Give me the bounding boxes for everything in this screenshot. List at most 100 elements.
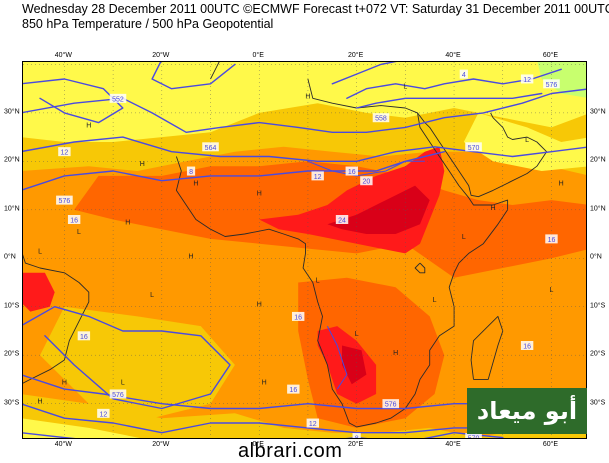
contour-label: 20 (362, 179, 370, 186)
contour-label-bg (545, 234, 558, 244)
contour-line (23, 151, 445, 191)
coastlines (23, 62, 548, 428)
contour-line (23, 136, 586, 162)
isotherm-line (307, 160, 425, 177)
pressure-mark: L (462, 234, 466, 241)
pressure-mark: H (193, 181, 198, 188)
lat-tick-left: 0°N (4, 253, 16, 261)
temperature-field (23, 62, 586, 438)
contour-label-bg (352, 433, 361, 438)
pressure-mark: L (525, 137, 529, 144)
contour-label: 12 (523, 77, 531, 84)
contour-line (23, 78, 124, 124)
lon-tick-top: 40°W (54, 52, 72, 59)
pressure-mark: H (393, 350, 398, 357)
lake-victoria (414, 262, 426, 274)
contour-label: 576 (546, 82, 558, 89)
contour-label: 576 (385, 402, 397, 409)
lat-tick-left: 10°S (4, 302, 20, 310)
contour-label-bg (335, 215, 349, 224)
watermark-badge: أبو ميعاد (467, 388, 587, 434)
contour-label: 16 (70, 218, 78, 225)
pressure-mark: H (86, 122, 91, 129)
lon-tick-bottom: 20°W (152, 441, 170, 448)
contour-label-bg (306, 418, 320, 428)
contour-label-bg (287, 384, 300, 394)
contour-label-bg (520, 74, 534, 84)
lat-tick-right: 0°N (590, 253, 602, 261)
contour-label-bg (97, 408, 110, 418)
contour-label: 16 (80, 334, 88, 341)
contour-label: 12 (314, 174, 322, 181)
contour-label-bg (56, 195, 73, 205)
field-core-central (327, 185, 430, 234)
pressure-mark: H (305, 93, 310, 100)
pressure-mark: H (189, 253, 194, 260)
pressure-mark: H (62, 379, 67, 386)
lat-tick-left: 10°N (4, 205, 20, 213)
lat-tick-left: 30°N (4, 108, 20, 116)
contour-line (345, 432, 504, 438)
contour-label-bg (311, 171, 324, 181)
pressure-mark: H (262, 379, 267, 386)
madagascar-coastline (470, 315, 504, 380)
pressure-mark: H (125, 219, 130, 226)
pressure-mark: L (38, 248, 42, 255)
lat-tick-right: 30°S (590, 399, 606, 407)
contour-line (23, 432, 76, 438)
contour-line (331, 62, 397, 85)
contour-label: 16 (523, 344, 531, 351)
map-frame[interactable]: 552 564 576 12 16 20 24 8 16 12 558 570 4 12 576 16 16 16… (22, 61, 587, 439)
lat-tick-right: 20°S (590, 350, 606, 358)
product-subtitle: 850 hPa Temperature / 500 hPa Geopotenti… (22, 17, 274, 31)
map-title: Wednesday 28 December 2011 00UTC ©ECMWF … (22, 2, 609, 32)
contour-line (355, 92, 543, 109)
contour-label-bg (77, 331, 91, 341)
pressure-mark: L (433, 297, 437, 304)
contour-label-bg (109, 93, 127, 103)
lat-tick-right: 30°N (590, 108, 606, 116)
africa-coastline (175, 78, 509, 428)
pressure-mark: L (355, 331, 359, 338)
lon-tick-bottom: 40°E (445, 441, 461, 448)
contour-label: 570 (468, 145, 480, 152)
pressure-mark: H (257, 302, 262, 309)
contour-label-bg (382, 399, 400, 409)
weather-map: 552 564 576 12 16 20 24 8 16 12 558 570 4 12 576 16 16 16… (23, 62, 586, 439)
contour-label-bg (109, 389, 127, 399)
forecast-header: Wednesday 28 December 2011 00UTC ©ECMWF … (22, 2, 609, 16)
contour-label-bg (58, 147, 71, 157)
lon-tick-top: 20°W (152, 52, 170, 59)
field-hot-brazil (23, 272, 55, 312)
isotherm-line (326, 325, 348, 390)
contour-label-bg (459, 69, 468, 79)
lon-tick-bottom: 20°E (348, 441, 364, 448)
lon-tick-bottom: 0°E (252, 441, 264, 448)
pressure-mark: H (490, 205, 495, 212)
pressure-mark: L (121, 379, 125, 386)
contour-label: 576 (59, 198, 71, 205)
lat-tick-left: 20°N (4, 156, 20, 164)
field-band-light (23, 62, 586, 142)
lon-tick-top: 20°E (348, 52, 364, 59)
pressure-mark: L (150, 292, 154, 299)
lat-tick-right: 10°S (590, 302, 606, 310)
contour-label-bg (372, 113, 390, 123)
south-america-coastline (23, 254, 90, 384)
lat-tick-left: 30°S (4, 399, 20, 407)
contour-label-bg (186, 166, 196, 176)
contour-label-bg (360, 176, 373, 186)
pressure-mark: H (257, 190, 262, 197)
field-core-south (342, 345, 367, 385)
field-band-south (23, 394, 586, 438)
pressure-mark: L (316, 278, 320, 285)
watermark-site: albrari.com (238, 440, 343, 462)
lat-tick-left: 20°S (4, 350, 20, 358)
contour-label-bg (465, 142, 482, 152)
contour-label-bg (543, 79, 560, 89)
arabia-coastline (417, 112, 548, 198)
contour-label: 570 (468, 436, 480, 439)
pressure-mark: L (77, 229, 81, 236)
contour-label: 552 (112, 96, 124, 103)
contour-label: 576 (112, 392, 124, 399)
